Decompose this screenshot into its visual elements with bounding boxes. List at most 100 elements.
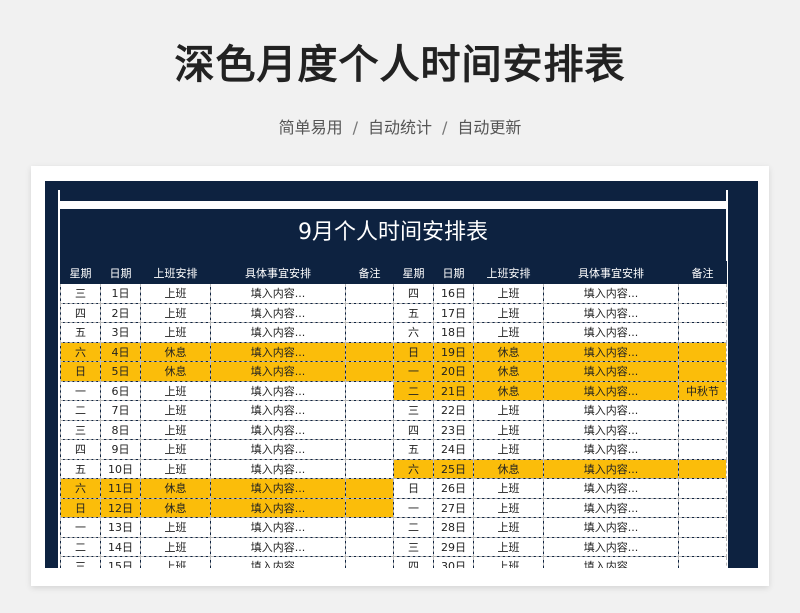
weekday-cell[interactable]: 二 — [60, 536, 101, 557]
work-cell[interactable]: 上班 — [140, 458, 211, 479]
date-cell[interactable]: 22日 — [433, 400, 474, 421]
work-cell[interactable]: 上班 — [140, 380, 211, 401]
work-cell[interactable]: 休息 — [473, 341, 544, 362]
note-cell[interactable] — [678, 497, 727, 518]
detail-cell[interactable]: 填入内容... — [210, 380, 346, 401]
work-cell[interactable]: 上班 — [473, 302, 544, 323]
date-cell[interactable]: 6日 — [100, 380, 141, 401]
work-cell[interactable]: 休息 — [140, 497, 211, 518]
detail-cell[interactable]: 填入内容... — [210, 419, 346, 440]
work-cell[interactable]: 休息 — [473, 380, 544, 401]
detail-cell[interactable]: 填入内容... — [210, 439, 346, 460]
weekday-cell[interactable]: 一 — [393, 361, 434, 382]
detail-cell[interactable]: 填入内容... — [210, 497, 346, 518]
weekday-cell[interactable]: 四 — [393, 419, 434, 440]
date-cell[interactable]: 27日 — [433, 497, 474, 518]
detail-cell[interactable]: 填入内容... — [543, 536, 679, 557]
date-cell[interactable]: 25日 — [433, 458, 474, 479]
note-cell[interactable] — [345, 380, 394, 401]
work-cell[interactable]: 上班 — [473, 322, 544, 343]
note-cell[interactable] — [345, 400, 394, 421]
weekday-cell[interactable]: 三 — [393, 400, 434, 421]
date-cell[interactable]: 18日 — [433, 322, 474, 343]
weekday-cell[interactable]: 六 — [393, 458, 434, 479]
work-cell[interactable]: 休息 — [140, 341, 211, 362]
note-cell[interactable] — [345, 517, 394, 538]
work-cell[interactable]: 上班 — [473, 400, 544, 421]
weekday-cell[interactable]: 日 — [60, 497, 101, 518]
weekday-cell[interactable]: 五 — [393, 302, 434, 323]
work-cell[interactable]: 上班 — [473, 439, 544, 460]
detail-cell[interactable]: 填入内容... — [543, 341, 679, 362]
weekday-cell[interactable]: 五 — [60, 458, 101, 479]
note-cell[interactable]: 中秋节 — [678, 380, 727, 401]
note-cell[interactable] — [678, 341, 727, 362]
date-cell[interactable]: 9日 — [100, 439, 141, 460]
note-cell[interactable] — [678, 302, 727, 323]
note-cell[interactable] — [345, 283, 394, 304]
detail-cell[interactable]: 填入内容... — [543, 458, 679, 479]
detail-cell[interactable]: 填入内容... — [543, 322, 679, 343]
work-cell[interactable]: 上班 — [140, 419, 211, 440]
work-cell[interactable]: 上班 — [473, 517, 544, 538]
date-cell[interactable]: 16日 — [433, 283, 474, 304]
note-cell[interactable] — [678, 419, 727, 440]
weekday-cell[interactable]: 三 — [60, 556, 101, 568]
detail-cell[interactable]: 填入内容... — [210, 302, 346, 323]
date-cell[interactable]: 5日 — [100, 361, 141, 382]
note-cell[interactable] — [345, 497, 394, 518]
detail-cell[interactable]: 填入内容... — [543, 361, 679, 382]
date-cell[interactable]: 28日 — [433, 517, 474, 538]
date-cell[interactable]: 4日 — [100, 341, 141, 362]
weekday-cell[interactable]: 五 — [60, 322, 101, 343]
date-cell[interactable]: 30日 — [433, 556, 474, 568]
weekday-cell[interactable]: 二 — [393, 517, 434, 538]
note-cell[interactable] — [345, 341, 394, 362]
detail-cell[interactable]: 填入内容... — [210, 341, 346, 362]
detail-cell[interactable]: 填入内容... — [210, 400, 346, 421]
note-cell[interactable] — [345, 439, 394, 460]
note-cell[interactable] — [678, 322, 727, 343]
work-cell[interactable]: 休息 — [140, 361, 211, 382]
detail-cell[interactable]: 填入内容... — [543, 283, 679, 304]
work-cell[interactable]: 上班 — [140, 322, 211, 343]
work-cell[interactable]: 上班 — [473, 283, 544, 304]
date-cell[interactable]: 24日 — [433, 439, 474, 460]
note-cell[interactable] — [345, 302, 394, 323]
weekday-cell[interactable]: 日 — [393, 341, 434, 362]
note-cell[interactable] — [345, 419, 394, 440]
detail-cell[interactable]: 填入内容... — [210, 536, 346, 557]
date-cell[interactable]: 26日 — [433, 478, 474, 499]
note-cell[interactable] — [678, 517, 727, 538]
detail-cell[interactable]: 填入内容... — [210, 322, 346, 343]
note-cell[interactable] — [345, 361, 394, 382]
work-cell[interactable]: 上班 — [140, 400, 211, 421]
detail-cell[interactable]: 填入内容... — [543, 302, 679, 323]
date-cell[interactable]: 29日 — [433, 536, 474, 557]
note-cell[interactable] — [678, 556, 727, 568]
work-cell[interactable]: 上班 — [140, 302, 211, 323]
note-cell[interactable] — [678, 361, 727, 382]
date-cell[interactable]: 7日 — [100, 400, 141, 421]
work-cell[interactable]: 上班 — [473, 478, 544, 499]
work-cell[interactable]: 上班 — [473, 419, 544, 440]
date-cell[interactable]: 8日 — [100, 419, 141, 440]
weekday-cell[interactable]: 二 — [60, 400, 101, 421]
date-cell[interactable]: 2日 — [100, 302, 141, 323]
work-cell[interactable]: 上班 — [140, 536, 211, 557]
weekday-cell[interactable]: 四 — [60, 302, 101, 323]
weekday-cell[interactable]: 四 — [393, 556, 434, 568]
date-cell[interactable]: 13日 — [100, 517, 141, 538]
work-cell[interactable]: 上班 — [140, 283, 211, 304]
date-cell[interactable]: 11日 — [100, 478, 141, 499]
note-cell[interactable] — [345, 478, 394, 499]
weekday-cell[interactable]: 四 — [60, 439, 101, 460]
note-cell[interactable] — [345, 458, 394, 479]
date-cell[interactable]: 1日 — [100, 283, 141, 304]
date-cell[interactable]: 20日 — [433, 361, 474, 382]
work-cell[interactable]: 上班 — [140, 517, 211, 538]
detail-cell[interactable]: 填入内容... — [543, 380, 679, 401]
weekday-cell[interactable]: 一 — [393, 497, 434, 518]
work-cell[interactable]: 休息 — [140, 478, 211, 499]
work-cell[interactable]: 上班 — [140, 439, 211, 460]
